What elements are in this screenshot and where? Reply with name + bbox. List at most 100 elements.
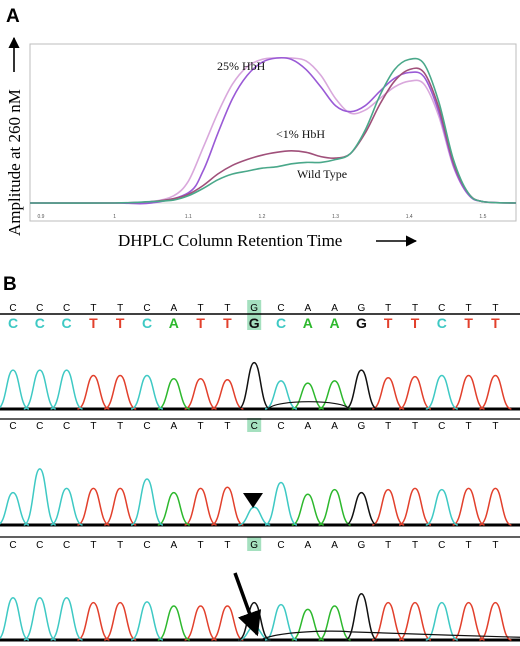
panel-a-chart: 0.9 1 1.1 1.2 1.3 1.4 1.5 25% HbH <1% HbH Wild… bbox=[5, 36, 517, 250]
called-base: A bbox=[303, 315, 313, 331]
reference-base: T bbox=[224, 421, 230, 432]
called-base: T bbox=[223, 315, 232, 331]
reference-base: T bbox=[198, 303, 204, 314]
arrowhead-marker bbox=[243, 493, 263, 508]
peak-c bbox=[264, 380, 298, 410]
series-line-hbh25-light bbox=[29, 56, 517, 204]
background-signal bbox=[267, 401, 350, 410]
reference-base: C bbox=[438, 303, 445, 314]
reference-base: C bbox=[143, 421, 150, 432]
peak-c bbox=[0, 491, 30, 526]
highlight-cell bbox=[247, 418, 262, 432]
reference-base: A bbox=[170, 540, 177, 551]
reference-base: A bbox=[304, 540, 311, 551]
reference-base: T bbox=[90, 303, 96, 314]
called-base: C bbox=[276, 315, 286, 331]
x-tick-label: 1.3 bbox=[332, 214, 339, 220]
reference-base: T bbox=[224, 303, 230, 314]
peak-t bbox=[103, 487, 137, 526]
reference-base: C bbox=[36, 540, 43, 551]
peak-c bbox=[425, 601, 459, 641]
peak-g bbox=[345, 491, 378, 526]
x-tick-label: 1 bbox=[113, 214, 116, 220]
reference-base: C bbox=[9, 421, 16, 432]
annotation-25-hbh: 25% HbH bbox=[217, 59, 266, 73]
peak-a bbox=[291, 493, 325, 526]
reference-base: A bbox=[170, 303, 177, 314]
called-base: C bbox=[142, 315, 152, 331]
peak-a bbox=[318, 488, 351, 526]
reference-base: T bbox=[117, 421, 123, 432]
peak-c bbox=[23, 597, 57, 641]
reference-base: C bbox=[277, 303, 284, 314]
peak-g bbox=[237, 361, 271, 410]
panel-a-label: A bbox=[6, 6, 20, 27]
reference-base: T bbox=[385, 421, 391, 432]
peak-t bbox=[211, 486, 244, 526]
sequence-track-1: C C C T T C A T T G C A A G T T C T TC C C T T C A T T G C A A G T T C T T bbox=[0, 300, 520, 411]
called-base: T bbox=[384, 315, 393, 331]
peak-t bbox=[211, 605, 244, 641]
peak-t bbox=[398, 375, 432, 410]
x-axis-title: DHPLC Column Retention Time bbox=[118, 231, 342, 250]
reference-base: C bbox=[9, 540, 16, 551]
peak-t bbox=[452, 374, 485, 410]
reference-base: C bbox=[277, 540, 284, 551]
peak-t bbox=[479, 601, 512, 641]
peak-c bbox=[50, 369, 83, 410]
called-base: G bbox=[249, 315, 260, 331]
x-tick-label: 1.1 bbox=[185, 214, 192, 220]
annotation-lt1-hbh: <1% HbH bbox=[276, 127, 325, 141]
x-tick-label: 1.5 bbox=[479, 214, 486, 220]
reference-base: C bbox=[277, 421, 284, 432]
reference-base: A bbox=[304, 303, 311, 314]
called-base: A bbox=[169, 315, 179, 331]
peak-t bbox=[184, 378, 217, 410]
peak-t bbox=[452, 601, 485, 641]
series-line-lt1-hbh bbox=[29, 67, 517, 204]
peak-c bbox=[0, 369, 30, 410]
peak-c bbox=[0, 597, 30, 641]
reference-base: C bbox=[63, 421, 70, 432]
peak-a bbox=[157, 378, 191, 410]
reference-base: T bbox=[412, 540, 418, 551]
reference-base: A bbox=[170, 421, 177, 432]
reference-base: G bbox=[358, 303, 366, 314]
peak-t bbox=[398, 487, 432, 526]
reference-base: G bbox=[358, 421, 366, 432]
reference-base: T bbox=[412, 303, 418, 314]
series-layer bbox=[29, 56, 517, 205]
called-base: T bbox=[196, 315, 205, 331]
peak-c bbox=[130, 601, 164, 641]
peak-a bbox=[318, 380, 351, 410]
reference-base: C bbox=[143, 540, 150, 551]
reference-base: T bbox=[90, 540, 96, 551]
panel-b-sequencing: C C C T T C A T T G C A A G T T C T TC C C T T C A T T G C A A G T T C T TC C… bbox=[0, 300, 520, 642]
reference-base: T bbox=[198, 540, 204, 551]
peak-t bbox=[184, 605, 217, 641]
reference-base: G bbox=[358, 540, 366, 551]
reference-base: A bbox=[331, 303, 338, 314]
peak-a bbox=[291, 382, 325, 410]
peak-t bbox=[371, 488, 405, 526]
peak-c bbox=[425, 374, 459, 410]
peak-t bbox=[77, 374, 110, 410]
reference-base: T bbox=[492, 421, 498, 432]
called-base: C bbox=[35, 315, 45, 331]
called-base: C bbox=[62, 315, 72, 331]
peak-c bbox=[425, 488, 459, 526]
reference-base: A bbox=[331, 540, 338, 551]
peak-t bbox=[103, 601, 137, 641]
peak-t bbox=[211, 379, 244, 410]
highlight-cell bbox=[247, 300, 262, 330]
peak-t bbox=[452, 487, 485, 526]
called-base: C bbox=[8, 315, 18, 331]
reference-base: A bbox=[304, 421, 311, 432]
annotation-wild-type: Wild Type bbox=[297, 167, 347, 181]
background-signal bbox=[259, 630, 520, 641]
peak-a bbox=[318, 605, 351, 641]
peak-t bbox=[479, 374, 512, 410]
